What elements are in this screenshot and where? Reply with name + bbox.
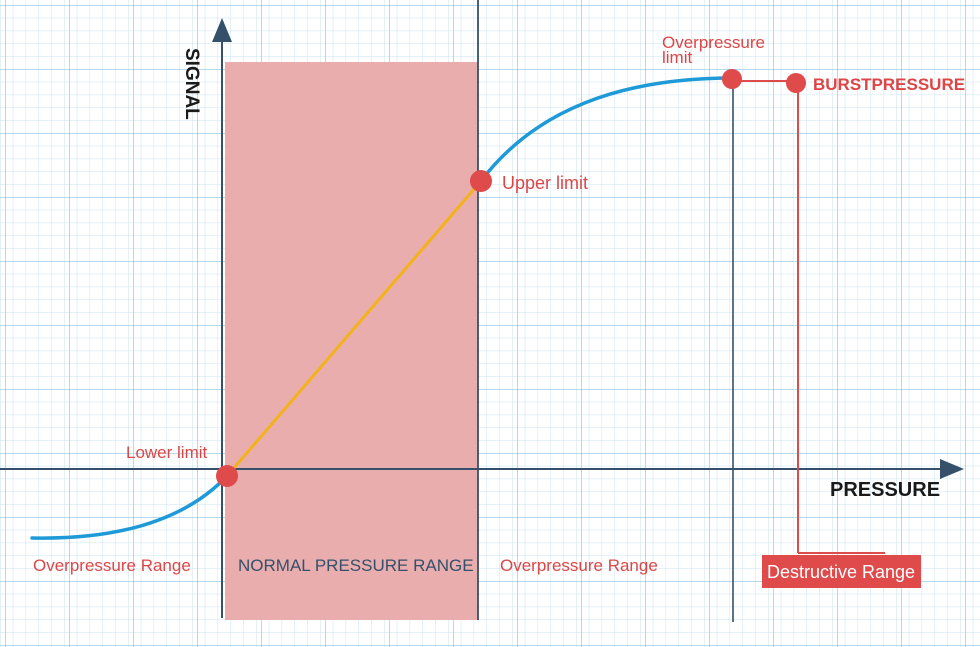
overpressure-limit-marker bbox=[722, 69, 742, 89]
y-axis-arrow bbox=[212, 18, 232, 42]
overpressure-range-left-label: Overpressure Range bbox=[33, 556, 191, 575]
x-axis-arrow bbox=[940, 459, 964, 479]
overpressure-limit-label-line2: limit bbox=[662, 48, 692, 67]
y-axis-label: SIGNAL bbox=[181, 48, 202, 120]
upper-limit-label: Upper limit bbox=[502, 173, 588, 193]
x-axis-label: PRESSURE bbox=[830, 479, 940, 501]
overpressure-range-right-label: Overpressure Range bbox=[500, 556, 658, 575]
normal-range-band bbox=[225, 62, 478, 620]
burst-pressure-marker bbox=[786, 73, 806, 93]
signal-curve-low bbox=[30, 474, 229, 540]
overpressure-limit-label-line1: Overpressure bbox=[662, 33, 765, 52]
burst-pressure-label: BURSTPRESSURE bbox=[813, 75, 965, 94]
destructive-range-box bbox=[762, 555, 921, 588]
normal-pressure-range-label: NORMAL PRESSURE RANGE bbox=[238, 556, 474, 575]
destructive-range-label: Destructive Range bbox=[767, 562, 915, 582]
upper-limit-marker bbox=[470, 170, 492, 192]
lower-limit-marker bbox=[216, 465, 238, 487]
linear-segment bbox=[225, 180, 483, 477]
lower-limit-label: Lower limit bbox=[126, 443, 208, 462]
signal-curve-high bbox=[479, 76, 735, 183]
